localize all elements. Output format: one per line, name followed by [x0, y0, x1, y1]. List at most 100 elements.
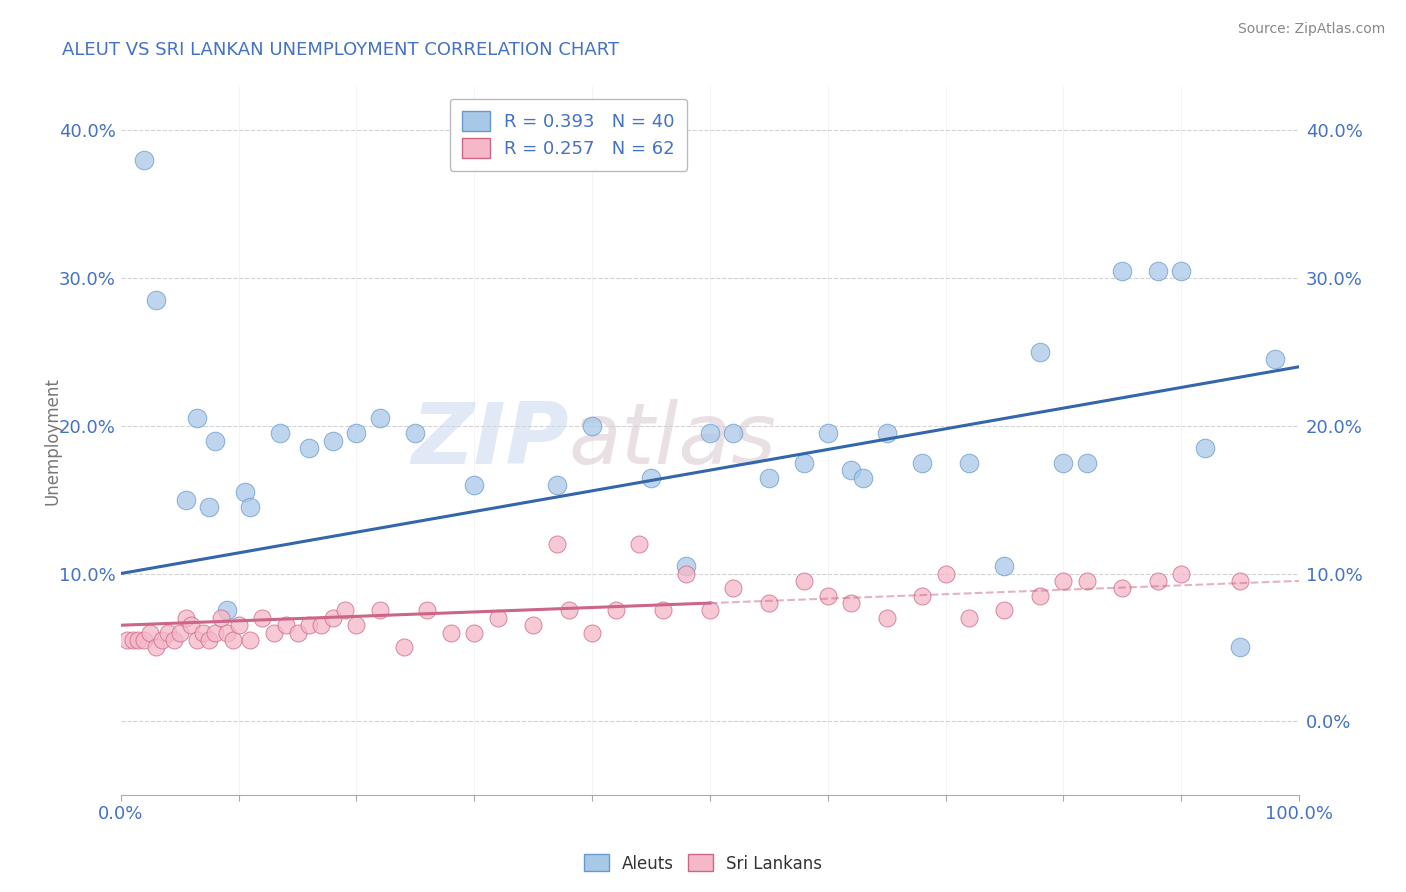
Point — [640, 470, 662, 484]
Point — [193, 625, 215, 640]
Point — [346, 426, 368, 441]
Point — [793, 574, 815, 588]
Point — [150, 632, 173, 647]
Point — [1076, 574, 1098, 588]
Point — [174, 611, 197, 625]
Point — [180, 618, 202, 632]
Point — [817, 589, 839, 603]
Point — [993, 559, 1015, 574]
Point — [723, 582, 745, 596]
Point — [250, 611, 273, 625]
Point — [274, 618, 297, 632]
Point — [546, 537, 568, 551]
Point — [522, 618, 544, 632]
Point — [322, 611, 344, 625]
Point — [1052, 456, 1074, 470]
Point — [163, 632, 186, 647]
Point — [993, 603, 1015, 617]
Point — [581, 625, 603, 640]
Point — [1076, 456, 1098, 470]
Point — [440, 625, 463, 640]
Point — [333, 603, 356, 617]
Text: atlas: atlas — [568, 399, 776, 482]
Point — [1146, 264, 1168, 278]
Text: Source: ZipAtlas.com: Source: ZipAtlas.com — [1237, 22, 1385, 37]
Point — [957, 456, 980, 470]
Point — [1052, 574, 1074, 588]
Point — [287, 625, 309, 640]
Point — [935, 566, 957, 581]
Point — [817, 426, 839, 441]
Point — [1146, 574, 1168, 588]
Point — [204, 434, 226, 448]
Point — [127, 632, 149, 647]
Point — [139, 625, 162, 640]
Point — [911, 456, 934, 470]
Point — [368, 411, 391, 425]
Point — [209, 611, 232, 625]
Point — [222, 632, 245, 647]
Point — [463, 625, 485, 640]
Point — [145, 640, 167, 655]
Point — [269, 426, 291, 441]
Point — [233, 485, 256, 500]
Point — [911, 589, 934, 603]
Point — [198, 500, 221, 514]
Point — [957, 611, 980, 625]
Point — [486, 611, 509, 625]
Point — [758, 596, 780, 610]
Legend: Aleuts, Sri Lankans: Aleuts, Sri Lankans — [578, 847, 828, 880]
Point — [134, 632, 156, 647]
Point — [186, 632, 208, 647]
Point — [346, 618, 368, 632]
Point — [156, 625, 179, 640]
Point — [876, 426, 898, 441]
Point — [174, 492, 197, 507]
Point — [198, 632, 221, 647]
Point — [145, 293, 167, 308]
Point — [758, 470, 780, 484]
Point — [1111, 264, 1133, 278]
Point — [169, 625, 191, 640]
Point — [186, 411, 208, 425]
Point — [215, 603, 238, 617]
Point — [368, 603, 391, 617]
Point — [675, 566, 697, 581]
Text: ALEUT VS SRI LANKAN UNEMPLOYMENT CORRELATION CHART: ALEUT VS SRI LANKAN UNEMPLOYMENT CORRELA… — [62, 41, 619, 60]
Point — [1229, 574, 1251, 588]
Point — [115, 632, 138, 647]
Point — [298, 618, 321, 632]
Point — [1170, 566, 1192, 581]
Point — [546, 478, 568, 492]
Point — [651, 603, 673, 617]
Point — [839, 596, 862, 610]
Point — [557, 603, 579, 617]
Point — [463, 478, 485, 492]
Point — [876, 611, 898, 625]
Point — [675, 559, 697, 574]
Legend: R = 0.393   N = 40, R = 0.257   N = 62: R = 0.393 N = 40, R = 0.257 N = 62 — [450, 99, 688, 171]
Point — [121, 632, 143, 647]
Point — [605, 603, 627, 617]
Point — [628, 537, 651, 551]
Point — [1229, 640, 1251, 655]
Y-axis label: Unemployment: Unemployment — [44, 376, 60, 505]
Point — [1029, 589, 1052, 603]
Point — [1194, 441, 1216, 455]
Point — [1029, 345, 1052, 359]
Point — [1264, 352, 1286, 367]
Text: ZIP: ZIP — [411, 399, 568, 482]
Point — [404, 426, 426, 441]
Point — [263, 625, 285, 640]
Point — [699, 603, 721, 617]
Point — [1170, 264, 1192, 278]
Point — [793, 456, 815, 470]
Point — [239, 500, 262, 514]
Point — [852, 470, 875, 484]
Point — [1111, 582, 1133, 596]
Point — [839, 463, 862, 477]
Point — [581, 418, 603, 433]
Point — [392, 640, 415, 655]
Point — [309, 618, 332, 632]
Point — [215, 625, 238, 640]
